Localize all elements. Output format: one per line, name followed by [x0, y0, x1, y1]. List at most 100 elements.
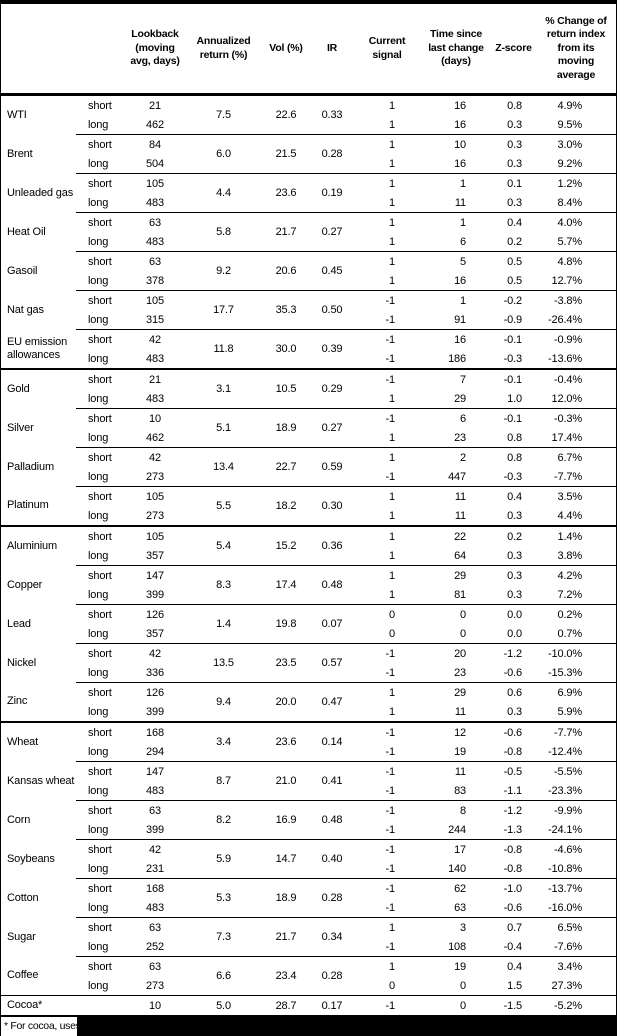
- side-label-short: short: [76, 917, 124, 937]
- cell-pct-change: 4.9%: [557, 99, 583, 112]
- cell-time-since-change: 12: [421, 721, 491, 742]
- cell-time-since-change: 11: [454, 705, 466, 718]
- cell-vol: 23.4: [261, 956, 311, 996]
- cell-time-since-change: 6: [421, 408, 491, 428]
- side-label-long: long: [88, 979, 109, 992]
- cell-annualized-return: 3.1: [186, 368, 261, 409]
- cell-time-since-change: 16: [454, 118, 466, 131]
- cell-vol: 21.7: [261, 917, 311, 957]
- cell-time-since-change: 10: [421, 134, 491, 154]
- cell-z-score: 0.3: [507, 588, 522, 601]
- cell-lookback: 42: [124, 839, 186, 859]
- cell-current-signal: 1: [389, 392, 395, 405]
- cell-current-signal: -1: [353, 839, 421, 859]
- cell-z-score: 0.4: [491, 212, 536, 232]
- cell-pct-change: 4.0%: [536, 212, 616, 232]
- header-commodity: [1, 4, 76, 96]
- cell-time-since-change: 3: [421, 917, 491, 937]
- cell-ir: 0.57: [311, 643, 353, 683]
- cell-pct-change: -10.8%: [548, 862, 582, 875]
- side-label-long: long: [88, 274, 109, 287]
- cell-z-score: 0.4: [491, 956, 536, 976]
- cell-time-since-change: 186: [448, 352, 466, 365]
- side-label-short: short: [76, 134, 124, 154]
- cell-ir: 0.28: [311, 134, 353, 174]
- cell-current-signal: 1: [389, 235, 395, 248]
- row-nat-gas-long: long 315 -1 91 -0.9 -26.4%: [1, 310, 616, 330]
- side-label-short: short: [76, 212, 124, 232]
- cell-lookback: 483: [146, 235, 164, 248]
- row-brent-long: long 504 1 16 0.3 9.2%: [1, 154, 616, 174]
- row-wti-long: long 462 1 16 0.3 9.5%: [1, 115, 616, 135]
- cell-time-since-change: 29: [421, 682, 491, 702]
- cell-time-since-change: 1: [421, 173, 491, 193]
- row-sugar-short: Sugar short 63 7.3 21.7 0.34 1 3 0.7 6.5%: [1, 917, 616, 957]
- cell-lookback: 504: [146, 157, 164, 170]
- cell-time-since-change: 63: [454, 901, 466, 914]
- cell-time-since-change: 23: [454, 666, 466, 679]
- cell-time-since-change: 20: [421, 643, 491, 663]
- cell-lookback: 42: [124, 447, 186, 467]
- side-label-long: long: [88, 627, 109, 640]
- row-cocoa: Cocoa* 10 5.0 28.7 0.17 -1 0 -1.5 -5.2%: [1, 995, 616, 1015]
- cell-pct-change: 9.5%: [557, 118, 583, 131]
- cell-z-score: -0.3: [503, 352, 523, 365]
- commodity-name: Copper: [7, 578, 43, 591]
- row-zinc-long: long 399 1 11 0.3 5.9%: [1, 702, 616, 722]
- cell-current-signal: 1: [389, 431, 395, 444]
- cell-lookback: 399: [146, 823, 164, 836]
- side-label-short: short: [76, 956, 124, 976]
- cell-current-signal: -1: [385, 784, 396, 797]
- cell-pct-change: 9.2%: [557, 157, 583, 170]
- commodity-name: Unleaded gas: [7, 186, 74, 199]
- cell-vol: 15.2: [261, 525, 311, 566]
- side-label-short: short: [76, 486, 124, 506]
- cell-z-score: -0.5: [491, 761, 536, 781]
- row-cotton-long: long 483 -1 63 -0.6 -16.0%: [1, 898, 616, 918]
- header-current-signal: Current signal: [353, 4, 421, 96]
- cell-current-signal: -1: [385, 940, 396, 953]
- cell-lookback: 483: [146, 196, 164, 209]
- cell-annualized-return: 8.2: [186, 800, 261, 840]
- cell-ir: 0.19: [311, 173, 353, 213]
- cell-vol: 23.6: [261, 721, 311, 762]
- cell-annualized-return: 9.2: [186, 251, 261, 291]
- side-label-long: long: [88, 588, 109, 601]
- cell-vol: 18.9: [261, 408, 311, 448]
- side-label-long: long: [88, 431, 109, 444]
- cell-current-signal: 0: [389, 979, 395, 992]
- row-copper-long: long 399 1 81 0.3 7.2%: [1, 585, 616, 605]
- cell-vol: 10.5: [261, 368, 311, 409]
- cell-current-signal: 1: [353, 134, 421, 154]
- cell-time-since-change: 22: [421, 525, 491, 546]
- header-vol: Vol (%): [261, 4, 311, 96]
- cell-current-signal: -1: [353, 878, 421, 898]
- cell-ir: 0.48: [311, 800, 353, 840]
- side-label-short: short: [76, 721, 124, 742]
- cell-lookback: 147: [124, 761, 186, 781]
- cell-current-signal: 1: [353, 212, 421, 232]
- cell-current-signal: -1: [353, 408, 421, 428]
- side-label-short: short: [76, 290, 124, 310]
- side-label-short: short: [76, 368, 124, 389]
- cell-pct-change: 6.5%: [536, 917, 616, 937]
- cell-time-since-change: 2: [421, 447, 491, 467]
- commodity-name: Cocoa*: [1, 995, 76, 1015]
- row-aluminium-long: long 357 1 64 0.3 3.8%: [1, 546, 616, 566]
- cell-vol: 20.6: [261, 251, 311, 291]
- cell-lookback: 357: [146, 549, 164, 562]
- cell-time-since-change: 81: [454, 588, 466, 601]
- side-label-long: long: [88, 313, 109, 326]
- cell-current-signal: 1: [353, 917, 421, 937]
- cell-lookback: 105: [124, 486, 186, 506]
- cell-time-since-change: 16: [454, 274, 466, 287]
- cell-pct-change: -0.4%: [536, 368, 616, 389]
- cell-z-score: 0.5: [507, 274, 522, 287]
- cell-current-signal: -1: [385, 901, 396, 914]
- table-header: Lookback (moving avg, days) Annualized r…: [1, 4, 616, 96]
- row-unleaded-gas-long: long 483 1 11 0.3 8.4%: [1, 193, 616, 213]
- row-copper-short: Copper short 147 8.3 17.4 0.48 1 29 0.3 4.2%: [1, 565, 616, 605]
- cell-z-score: 0.3: [507, 196, 522, 209]
- cell-time-since-change: 7: [421, 368, 491, 389]
- cell-pct-change: -15.3%: [548, 666, 582, 679]
